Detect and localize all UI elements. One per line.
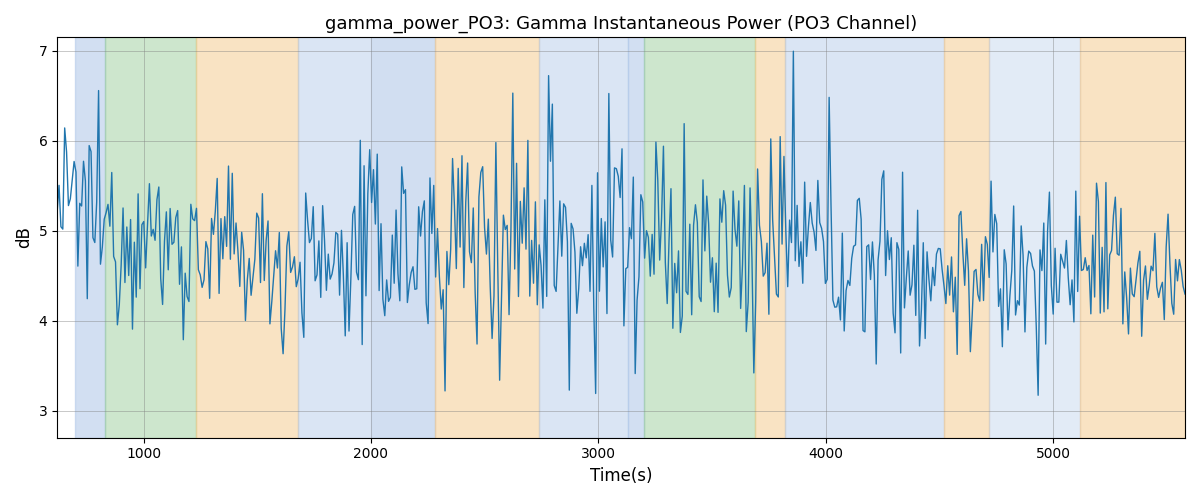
Bar [371, 38, 434, 438]
Bar [104, 38, 196, 438]
Bar [785, 38, 944, 438]
Bar [990, 38, 1080, 438]
Bar [298, 38, 434, 438]
Bar [944, 38, 990, 438]
Bar [644, 38, 755, 438]
Bar [755, 38, 785, 438]
Bar [434, 38, 539, 438]
Bar [196, 38, 298, 438]
X-axis label: Time(s): Time(s) [590, 467, 653, 485]
Bar [539, 38, 628, 438]
Y-axis label: dB: dB [16, 226, 34, 248]
Bar [76, 38, 104, 438]
Bar [1080, 38, 1184, 438]
Title: gamma_power_PO3: Gamma Instantaneous Power (PO3 Channel): gamma_power_PO3: Gamma Instantaneous Pow… [325, 15, 917, 34]
Bar [628, 38, 644, 438]
